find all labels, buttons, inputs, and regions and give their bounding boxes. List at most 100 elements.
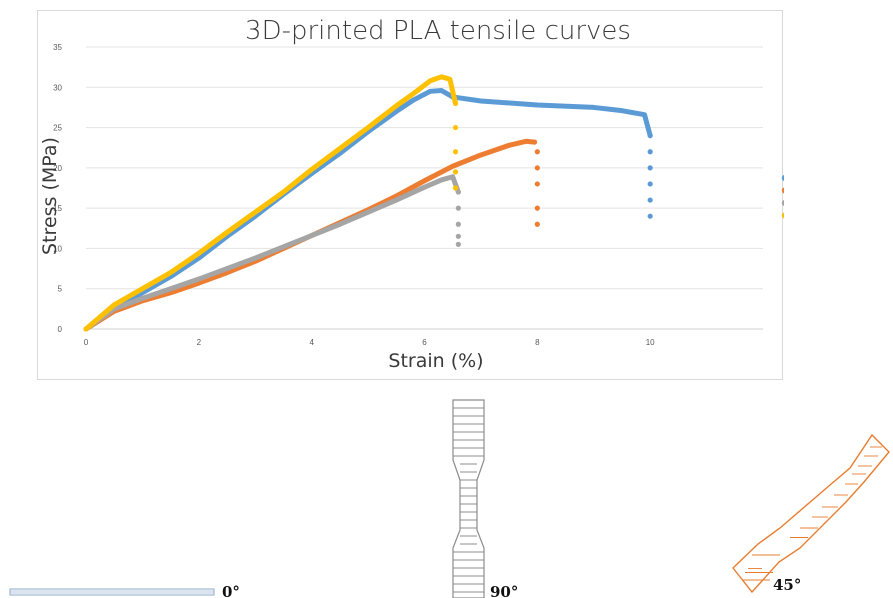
y-tick-label: 35 xyxy=(53,43,62,52)
data-point xyxy=(365,125,371,130)
data-point xyxy=(534,165,540,171)
series-line xyxy=(83,174,461,332)
x-tick-label: 10 xyxy=(646,338,655,347)
data-point xyxy=(447,77,453,82)
data-point xyxy=(455,205,461,211)
x-tick-label: 2 xyxy=(197,338,202,347)
data-point xyxy=(642,112,647,117)
data-point xyxy=(450,164,455,169)
legend-marker xyxy=(781,174,784,182)
y-tick-label: 5 xyxy=(58,285,63,294)
specimen-0-label: 0° xyxy=(222,583,240,598)
tick-layer: 0 5 10 15 20 25 30 35 0 2 4 6 8 10 xyxy=(53,43,655,347)
data-point xyxy=(439,177,444,183)
series-2 xyxy=(83,174,461,332)
x-axis-label: Strain (%) xyxy=(388,350,483,372)
data-point xyxy=(411,97,416,103)
data-point xyxy=(452,149,459,155)
x-tick-label: 6 xyxy=(422,338,427,347)
data-point xyxy=(140,286,145,291)
legend-marker xyxy=(781,187,784,194)
data-point xyxy=(281,244,286,250)
data-point xyxy=(452,169,459,175)
specimen-45-deg: 45° xyxy=(732,433,890,594)
data-point xyxy=(309,233,314,238)
data-point xyxy=(455,241,461,247)
data-point xyxy=(112,302,117,308)
y-tick-label: 20 xyxy=(53,164,62,173)
y-tick-label: 25 xyxy=(53,124,62,133)
data-point xyxy=(411,91,416,96)
data-point xyxy=(337,222,343,227)
data-point xyxy=(534,181,540,187)
data-point xyxy=(452,185,459,191)
data-point xyxy=(455,189,461,195)
data-point xyxy=(647,133,653,139)
data-point xyxy=(647,165,653,171)
chart-svg: 0 5 10 15 20 25 30 35 0 2 4 6 8 10 3D-printed PLA ten… xyxy=(39,16,784,372)
grid-layer xyxy=(86,46,763,330)
data-point xyxy=(439,88,444,93)
data-point xyxy=(534,221,540,227)
data-point xyxy=(422,178,427,183)
specimen-0-deg: 0° xyxy=(9,583,240,598)
data-point xyxy=(647,197,653,203)
specimen-90-deg: 90° xyxy=(452,399,518,598)
data-point xyxy=(506,143,512,148)
data-point xyxy=(534,149,540,155)
data-point xyxy=(83,326,89,332)
data-point xyxy=(452,124,459,131)
x-tick-label: 4 xyxy=(309,338,314,347)
series-layer xyxy=(83,74,653,332)
data-point xyxy=(619,108,625,113)
data-point xyxy=(253,209,258,215)
specimen-45-label: 45° xyxy=(773,576,801,594)
data-point xyxy=(523,139,529,144)
data-point xyxy=(427,89,433,94)
series-line xyxy=(83,88,653,332)
chart-title: 3D-printed PLA tensile curves xyxy=(245,16,631,46)
legend-marker xyxy=(781,212,784,219)
series-line xyxy=(83,74,459,332)
data-point xyxy=(591,105,596,110)
y-axis-label: Stress (MPa) xyxy=(39,137,61,255)
y-tick-label: 30 xyxy=(53,83,62,92)
y-tick-label: 0 xyxy=(58,325,63,334)
data-point xyxy=(439,74,444,80)
data-point xyxy=(450,174,455,179)
data-point xyxy=(337,146,343,151)
data-point xyxy=(647,149,653,155)
data-point xyxy=(196,276,202,282)
data-point xyxy=(647,181,653,187)
data-point xyxy=(281,189,286,195)
data-point xyxy=(196,251,202,256)
y-tick-label: 10 xyxy=(53,244,62,253)
data-point xyxy=(452,100,459,106)
data-point xyxy=(253,255,258,261)
data-point xyxy=(394,109,399,114)
data-point xyxy=(455,233,461,239)
data-point xyxy=(394,103,399,109)
specimen-illustrations: 0° 90° 45° xyxy=(9,399,890,598)
data-point xyxy=(168,286,173,291)
x-tick-label: 8 xyxy=(535,338,540,347)
legend: 0° (Mojo)45° (Mojo)90° (Mojo)0° (Replica… xyxy=(781,174,784,219)
data-point xyxy=(531,139,538,145)
legend-marker xyxy=(781,199,784,207)
data-point xyxy=(365,209,371,215)
specimen-90-label: 90° xyxy=(490,583,518,598)
data-point xyxy=(422,184,427,190)
data-point xyxy=(224,230,230,235)
data-point xyxy=(534,205,540,211)
data-point xyxy=(647,213,653,219)
data-point xyxy=(478,152,484,158)
data-point xyxy=(168,270,173,275)
data-point xyxy=(140,296,145,301)
chart-frame: 0 5 10 15 20 25 30 35 0 2 4 6 8 10 3D-printed PLA ten… xyxy=(37,10,784,380)
data-point xyxy=(427,78,433,84)
data-point xyxy=(535,102,540,108)
data-point xyxy=(478,98,484,104)
data-point xyxy=(309,167,314,172)
data-point xyxy=(224,266,230,271)
x-tick-label: 0 xyxy=(84,338,89,347)
